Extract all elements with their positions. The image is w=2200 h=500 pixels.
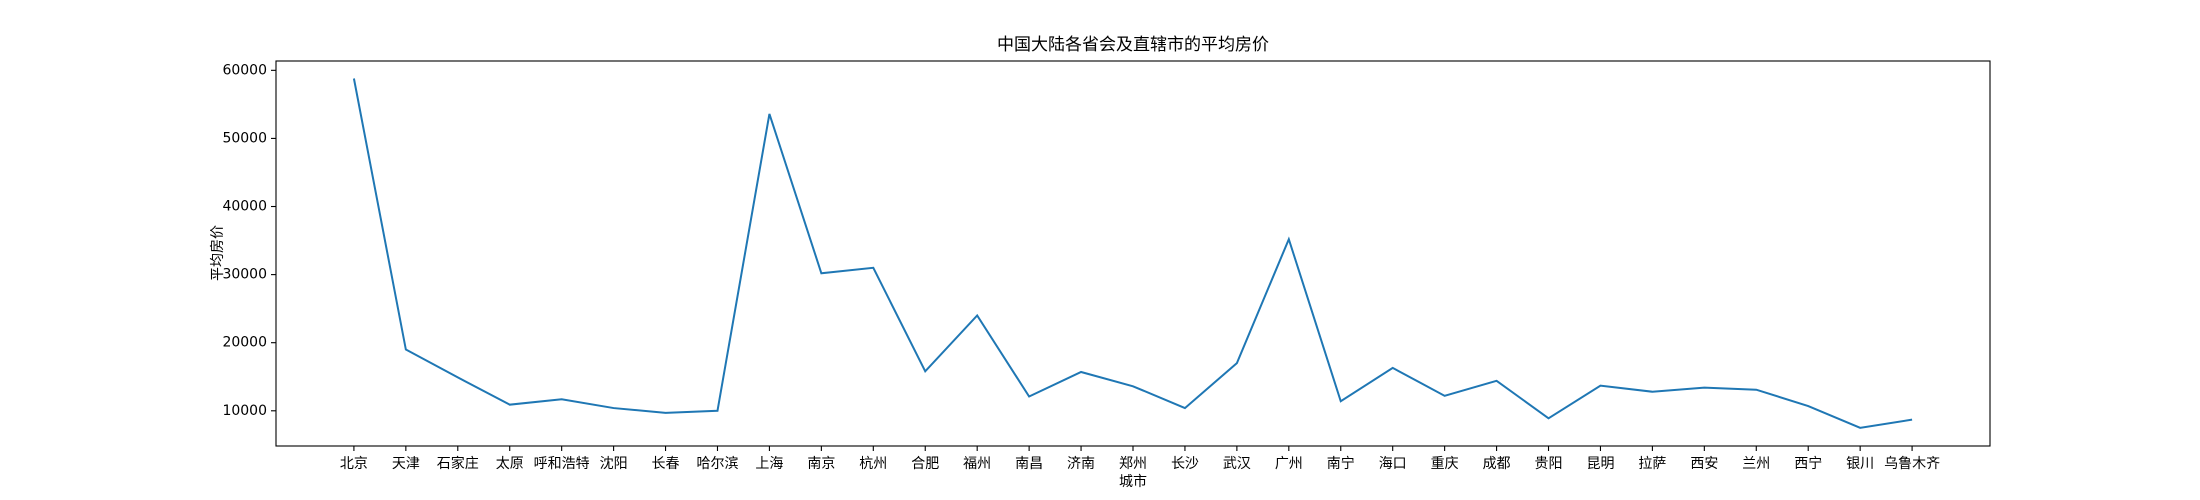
x-tick-label: 南昌 xyxy=(1015,456,1043,472)
x-tick-label: 银川 xyxy=(1846,456,1874,472)
x-tick-label: 广州 xyxy=(1275,456,1303,472)
x-tick-label: 拉萨 xyxy=(1638,456,1666,472)
x-tick-label: 昆明 xyxy=(1586,456,1614,472)
y-tick-label: 40000 xyxy=(222,199,267,215)
x-tick-label: 济南 xyxy=(1067,456,1095,472)
x-tick-label: 上海 xyxy=(755,456,783,472)
x-tick-label: 贵阳 xyxy=(1535,456,1563,472)
x-tick-label: 郑州 xyxy=(1119,456,1147,472)
x-tick-label: 海口 xyxy=(1379,456,1407,472)
x-tick-label: 石家庄 xyxy=(437,455,479,472)
x-tick-label: 南京 xyxy=(807,456,835,472)
x-tick-label: 西安 xyxy=(1690,456,1718,472)
plot-frame xyxy=(275,60,1991,447)
x-tick-label: 长春 xyxy=(652,456,680,472)
x-tick-label: 兰州 xyxy=(1742,456,1770,472)
x-tick-label: 太原 xyxy=(496,456,524,472)
x-tick-label: 哈尔滨 xyxy=(696,456,738,472)
x-tick-label: 长沙 xyxy=(1171,456,1199,472)
y-tick-label: 60000 xyxy=(222,62,267,78)
y-tick-label: 10000 xyxy=(222,403,267,419)
x-tick-label: 北京 xyxy=(340,456,368,472)
data-line xyxy=(352,78,1913,429)
y-axis-label: 平均房价 xyxy=(210,225,226,281)
x-tick-label: 合肥 xyxy=(911,456,939,472)
x-tick-label: 南宁 xyxy=(1327,455,1355,472)
chart-title: 中国大陆各省会及直辖市的平均房价 xyxy=(997,35,1269,55)
y-tick-label: 30000 xyxy=(222,267,267,283)
x-tick-label: 杭州 xyxy=(859,456,887,472)
x-tick-label: 沈阳 xyxy=(600,456,628,472)
x-tick-label: 重庆 xyxy=(1431,456,1459,472)
x-tick-label: 福州 xyxy=(963,456,991,472)
x-tick-label: 天津 xyxy=(392,456,420,472)
x-tick-label: 成都 xyxy=(1483,456,1511,472)
x-tick-label: 乌鲁木齐 xyxy=(1884,456,1940,472)
x-tick-label: 西宁 xyxy=(1794,455,1822,472)
y-tick-label: 50000 xyxy=(222,130,267,146)
y-tick-label: 20000 xyxy=(222,335,267,351)
x-tick-label: 武汉 xyxy=(1223,456,1251,472)
x-tick-label: 呼和浩特 xyxy=(534,456,590,472)
x-axis-label: 城市 xyxy=(1119,473,1147,490)
